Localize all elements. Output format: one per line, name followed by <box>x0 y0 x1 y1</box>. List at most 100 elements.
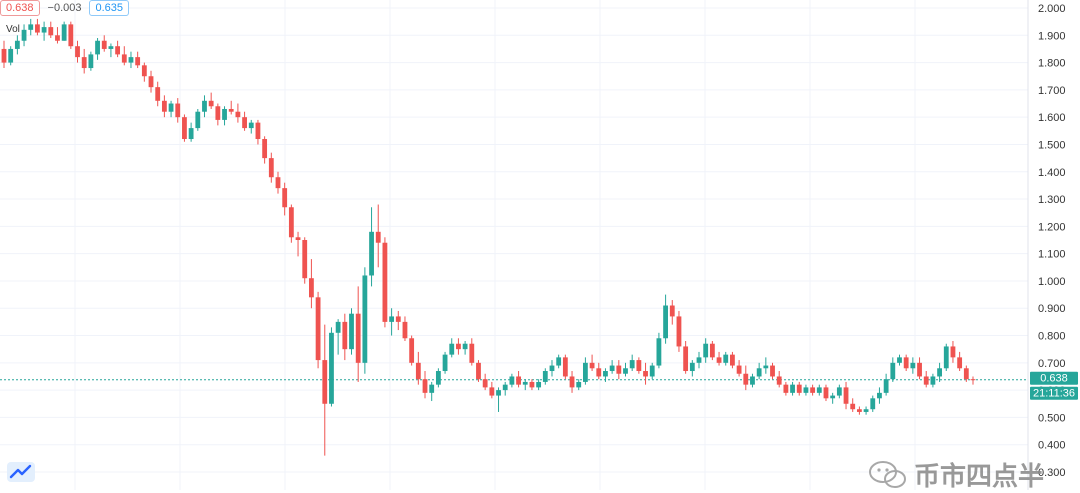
candle[interactable] <box>743 365 749 391</box>
candle[interactable] <box>609 360 615 374</box>
candle[interactable] <box>903 354 909 372</box>
candle[interactable] <box>870 395 876 412</box>
candle[interactable] <box>182 114 187 142</box>
candle[interactable] <box>676 310 682 352</box>
candle[interactable] <box>730 351 735 369</box>
candle[interactable] <box>389 308 395 336</box>
candle[interactable] <box>235 103 241 123</box>
candle[interactable] <box>262 136 268 164</box>
candle[interactable] <box>816 384 822 396</box>
candle[interactable] <box>576 379 582 391</box>
candle[interactable] <box>369 207 374 287</box>
candle[interactable] <box>108 43 114 58</box>
candle[interactable] <box>395 310 401 331</box>
candle[interactable] <box>342 313 348 361</box>
tradingview-logo-icon[interactable] <box>6 460 36 484</box>
candle[interactable] <box>790 381 795 396</box>
candle[interactable] <box>810 384 816 396</box>
candle[interactable] <box>750 373 755 388</box>
candle[interactable] <box>562 354 568 380</box>
candle[interactable] <box>856 406 862 415</box>
candle[interactable] <box>41 21 47 41</box>
candle[interactable] <box>442 351 448 374</box>
candle[interactable] <box>409 335 415 366</box>
candle[interactable] <box>836 384 842 399</box>
candle[interactable] <box>268 152 274 183</box>
candle[interactable] <box>275 171 281 194</box>
candle[interactable] <box>596 362 602 380</box>
candle[interactable] <box>536 379 542 391</box>
candle[interactable] <box>703 338 709 363</box>
candle[interactable] <box>135 51 141 69</box>
candle[interactable] <box>823 384 829 402</box>
candle[interactable] <box>195 108 201 131</box>
candle[interactable] <box>489 381 495 399</box>
candle[interactable] <box>202 95 207 118</box>
candle[interactable] <box>382 237 388 328</box>
candle[interactable] <box>415 351 421 385</box>
candle[interactable] <box>763 357 769 374</box>
candle[interactable] <box>101 35 107 52</box>
candle[interactable] <box>589 354 595 372</box>
candle[interactable] <box>910 357 916 374</box>
candle[interactable] <box>616 360 622 380</box>
candle[interactable] <box>68 21 74 49</box>
candle[interactable] <box>877 387 882 404</box>
candle[interactable] <box>55 27 60 44</box>
candle[interactable] <box>863 406 869 415</box>
candle[interactable] <box>482 373 488 391</box>
candle[interactable] <box>669 300 675 325</box>
candle[interactable] <box>148 70 154 93</box>
candle[interactable] <box>242 111 247 131</box>
candle[interactable] <box>215 103 221 126</box>
candle[interactable] <box>623 362 628 377</box>
candle[interactable] <box>222 106 227 126</box>
candle[interactable] <box>48 21 54 39</box>
candle[interactable] <box>462 340 468 355</box>
candle[interactable] <box>161 95 167 118</box>
candle[interactable] <box>28 18 34 36</box>
candle[interactable] <box>917 357 922 380</box>
candle[interactable] <box>309 259 314 309</box>
candle[interactable] <box>643 362 648 385</box>
candle[interactable] <box>228 100 234 115</box>
candle[interactable] <box>663 294 668 344</box>
candle[interactable] <box>783 381 789 396</box>
candle[interactable] <box>522 379 528 391</box>
candle[interactable] <box>95 38 100 60</box>
candle[interactable] <box>449 338 455 358</box>
volume-label[interactable]: Vol <box>6 24 20 35</box>
candle[interactable] <box>355 286 361 382</box>
candle[interactable] <box>255 119 261 145</box>
candle[interactable] <box>556 354 562 369</box>
candle[interactable] <box>923 371 929 388</box>
candle[interactable] <box>1 40 7 69</box>
candle[interactable] <box>349 308 354 355</box>
candle[interactable] <box>529 379 535 391</box>
candle[interactable] <box>709 340 715 361</box>
candle[interactable] <box>943 343 949 372</box>
candle[interactable] <box>61 21 67 41</box>
candle[interactable] <box>770 362 775 380</box>
candle[interactable] <box>897 354 902 366</box>
candle[interactable] <box>141 62 147 82</box>
candle[interactable] <box>502 381 508 396</box>
candle[interactable] <box>582 357 588 385</box>
candle[interactable] <box>335 319 341 355</box>
candle[interactable] <box>282 182 288 216</box>
candle[interactable] <box>188 122 194 142</box>
candle[interactable] <box>422 371 428 399</box>
candle[interactable] <box>656 332 662 369</box>
candle[interactable] <box>21 24 27 47</box>
candle[interactable] <box>88 51 94 71</box>
candle[interactable] <box>469 338 475 366</box>
candle[interactable] <box>456 338 461 355</box>
candle[interactable] <box>843 381 849 410</box>
candle[interactable] <box>509 373 515 388</box>
candle[interactable] <box>850 398 856 412</box>
candle[interactable] <box>803 384 809 396</box>
candle[interactable] <box>288 204 294 243</box>
candle[interactable] <box>322 324 328 456</box>
candle[interactable] <box>723 351 729 366</box>
candle[interactable] <box>890 357 896 382</box>
